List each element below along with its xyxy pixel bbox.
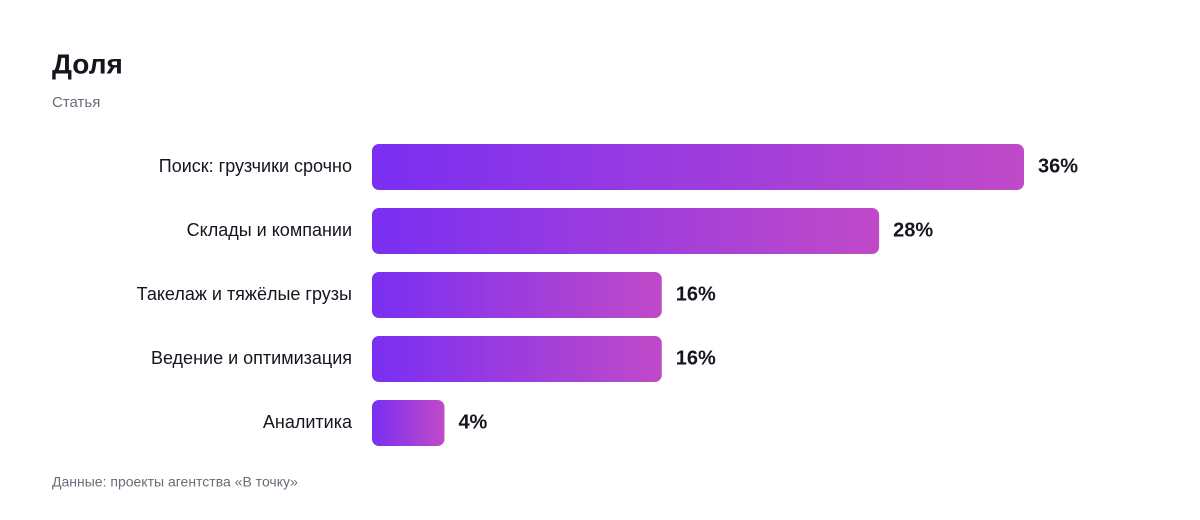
chart-subtitle: Статья [52, 94, 100, 111]
value-label: 28% [893, 219, 933, 241]
bar [372, 336, 662, 382]
bar [372, 208, 880, 254]
bar [372, 144, 1024, 190]
value-label: 16% [676, 283, 716, 305]
category-label: Аналитика [263, 412, 353, 432]
bar [372, 272, 662, 318]
value-label: 4% [458, 411, 487, 433]
value-label: 36% [1038, 155, 1078, 177]
category-label: Ведение и оптимизация [151, 348, 352, 368]
category-label: Склады и компании [187, 220, 352, 240]
category-label: Поиск: грузчики срочно [159, 156, 352, 176]
chart-title: Доля [52, 48, 123, 79]
category-label: Такелаж и тяжёлые грузы [137, 284, 352, 304]
source-note: Данные: проекты агентства «В точку» [52, 474, 298, 490]
bar [372, 400, 445, 446]
value-label: 16% [676, 347, 716, 369]
